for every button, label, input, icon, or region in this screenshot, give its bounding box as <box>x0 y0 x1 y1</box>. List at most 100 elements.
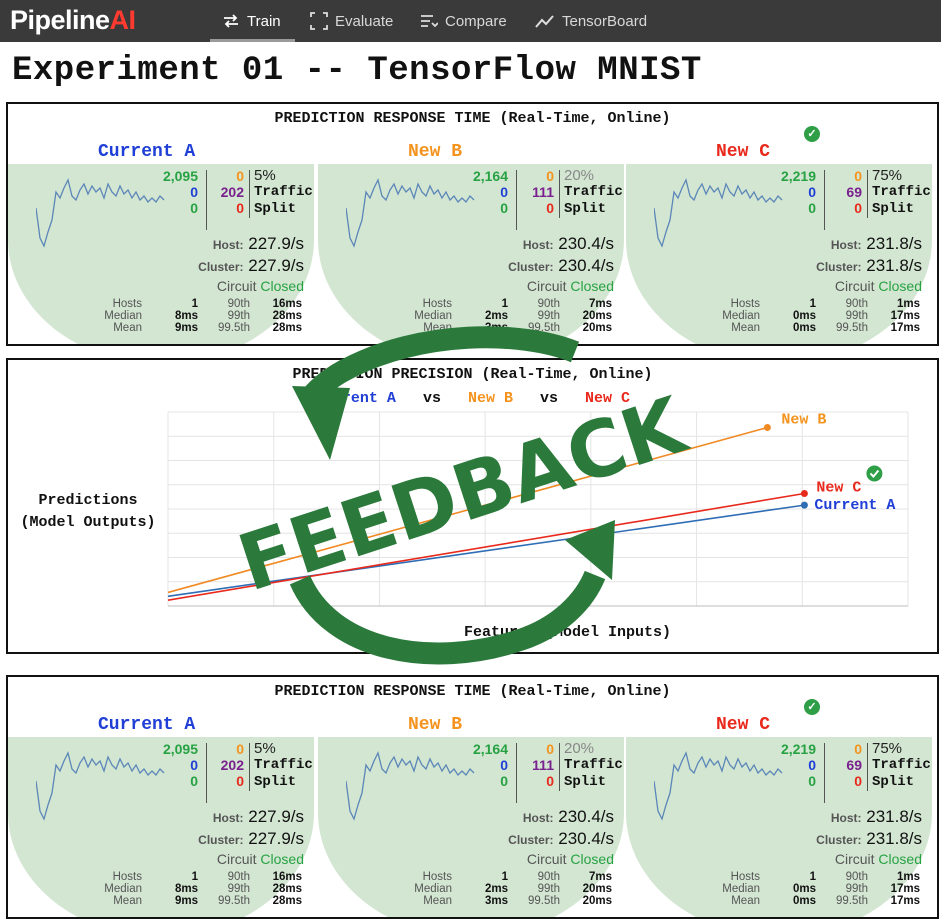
zero-count-green: 0 <box>190 773 198 789</box>
zero-count-blue: 0 <box>190 757 198 773</box>
nav-tensorboard[interactable]: TensorBoard <box>535 0 647 42</box>
model-card-current-a[interactable]: Current A 2,095 0 0 0 202 0 5% Traffic Split Host:… <box>8 699 314 917</box>
circuit-label: Circuit <box>216 278 257 294</box>
hosts-value: 1 <box>191 871 198 883</box>
model-card-current-a[interactable]: Current A 2,095 0 0 0 202 0 5% Traffic Split Host:… <box>8 126 314 344</box>
p99-value: 20ms <box>582 883 612 895</box>
stat-label-hosts: Hosts <box>112 871 142 883</box>
stat-label-hosts: Hosts <box>112 298 142 310</box>
host-rate-value: 230.4/s <box>558 234 614 253</box>
stat-label-median: Median <box>722 310 760 322</box>
stat-label-mean: Mean <box>113 322 142 334</box>
traffic-percent: 5% <box>254 740 276 757</box>
divider <box>867 170 868 218</box>
y-axis-label: Predictions (Model Outputs) <box>8 490 168 534</box>
stat-label-mean: Mean <box>731 322 760 334</box>
stat-label-hosts: Hosts <box>730 298 760 310</box>
stat-label-mean: Mean <box>731 895 760 907</box>
stat-label-mean: Mean <box>113 895 142 907</box>
stat-label-mean: Mean <box>423 895 452 907</box>
stats-labels: Hosts Median Mean <box>702 298 760 334</box>
hosts-value: 1 <box>809 298 816 310</box>
circuit-label: Circuit <box>526 278 567 294</box>
nav-compare-label: Compare <box>445 12 507 30</box>
median-value: 2ms <box>484 310 508 322</box>
series-end-point[interactable] <box>800 501 808 509</box>
host-rate-value: 231.8/s <box>866 807 922 826</box>
traffic-percent: 75% <box>872 167 903 184</box>
precision-panel: PREDICTION PRECISION (Real-Time, Online)… <box>6 358 939 654</box>
check-icon: ✓ <box>804 699 820 715</box>
p995-label: 99.5th <box>836 895 868 907</box>
split-label: Split <box>254 774 297 790</box>
cluster-rate-value: 231.8/s <box>866 829 922 848</box>
top-navbar: PipelineAI Train Evaluate Compare Tensor… <box>0 0 941 42</box>
circuit-state: Closed <box>570 851 614 867</box>
p995-value: 28ms <box>272 322 302 334</box>
model-name: New C <box>716 715 771 735</box>
percentile-labels: 90th 99th 99.5th <box>822 871 868 907</box>
orange-count: 0 <box>236 168 244 184</box>
latency-sparkline <box>654 178 783 248</box>
card-background <box>318 737 624 917</box>
purple-count: 69 <box>846 184 862 200</box>
cluster-rate: Cluster: 227.9/s <box>198 256 304 276</box>
p90-label: 90th <box>537 298 560 310</box>
series-label: Current A <box>814 497 895 514</box>
model-card-new-c[interactable]: New C ✓ 2,219 0 0 0 69 0 75% Traffic Split Host: 23… <box>626 126 932 344</box>
divider <box>867 743 868 791</box>
stat-label-hosts: Hosts <box>422 298 452 310</box>
host-rate-value: 231.8/s <box>866 234 922 253</box>
series-end-point[interactable] <box>763 424 771 432</box>
pipelineai-logo[interactable]: PipelineAI <box>10 5 136 35</box>
host-label: Host: <box>522 238 554 252</box>
nav-train[interactable]: Train <box>222 0 281 42</box>
p995-value: 28ms <box>272 895 302 907</box>
host-label: Host: <box>830 811 862 825</box>
stat-label-mean: Mean <box>423 322 452 334</box>
p99-value: 20ms <box>582 310 612 322</box>
nav-compare[interactable]: Compare <box>420 0 507 42</box>
host-rate-value: 230.4/s <box>558 807 614 826</box>
model-card-new-c[interactable]: New C ✓ 2,219 0 0 0 69 0 75% Traffic Split Host: 23… <box>626 699 932 917</box>
model-card-new-b[interactable]: New B 2,164 0 0 0 111 0 20% Traffic Split Host: 23… <box>318 126 624 344</box>
p995-label: 99.5th <box>528 322 560 334</box>
cluster-rate: Cluster: 227.9/s <box>198 829 304 849</box>
hosts-value: 1 <box>501 298 508 310</box>
model-card-new-b[interactable]: New B 2,164 0 0 0 111 0 20% Traffic Split Host: 23… <box>318 699 624 917</box>
host-label: Host: <box>212 811 244 825</box>
series-end-point[interactable] <box>800 489 808 497</box>
model-name: Current A <box>98 142 196 162</box>
model-name: Current A <box>98 715 196 735</box>
median-value: 0ms <box>792 310 816 322</box>
divider <box>516 170 517 230</box>
host-label: Host: <box>830 238 862 252</box>
series-line-new-c <box>167 492 805 601</box>
zero-count-blue: 0 <box>190 184 198 200</box>
circuit-state: Closed <box>260 851 304 867</box>
stats-values: 1 2ms 3ms <box>458 871 508 907</box>
stats-values: 1 0ms 0ms <box>766 871 816 907</box>
circuit-status: Circuit Closed <box>835 851 922 867</box>
nav-evaluate[interactable]: Evaluate <box>310 0 393 42</box>
circuit-label: Circuit <box>216 851 257 867</box>
zero-count-green: 0 <box>500 200 508 216</box>
traffic-label: Traffic <box>872 184 931 200</box>
cluster-rate-value: 227.9/s <box>248 256 304 275</box>
p90-value: 16ms <box>272 871 302 883</box>
median-value: 8ms <box>174 883 198 895</box>
split-label: Split <box>254 201 297 217</box>
series-line-current-a <box>167 504 805 598</box>
card-background <box>8 737 314 917</box>
median-value: 0ms <box>792 883 816 895</box>
zero-count-green: 0 <box>808 200 816 216</box>
card-background <box>8 164 314 344</box>
p99-label: 99th <box>537 883 560 895</box>
cluster-rate: Cluster: 230.4/s <box>508 829 614 849</box>
y-axis-label-line1: Predictions <box>38 492 138 509</box>
orange-count: 0 <box>236 741 244 757</box>
median-value: 2ms <box>484 883 508 895</box>
circuit-label: Circuit <box>834 278 875 294</box>
p90-value: 7ms <box>588 871 612 883</box>
stats-values: 1 2ms 3ms <box>458 298 508 334</box>
